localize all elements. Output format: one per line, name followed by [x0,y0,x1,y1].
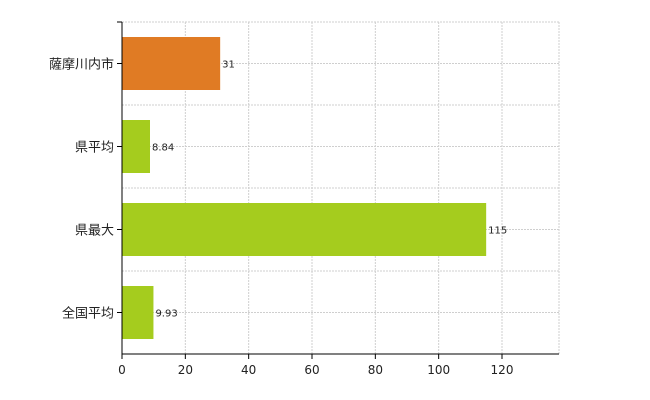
x-tick-label: 120 [491,363,514,377]
axes [117,21,559,359]
bar [122,203,487,256]
category-label: 県平均 [75,141,114,156]
category-label: 全国平均 [62,306,114,322]
bar [122,286,154,339]
category-label: 県最大 [75,224,114,239]
x-tick-label: 80 [368,363,383,377]
x-tick-label: 100 [427,363,450,377]
data-label: 9.93 [155,309,177,320]
x-tick-label: 40 [241,363,256,377]
bars [122,37,487,339]
data-label: 31 [222,60,235,71]
x-tick-label: 20 [178,363,193,377]
labels: 31 薩摩川内市 8.84 県平均 115 県最大 9.93 全国平均 0 20 40 60 80 100… [49,57,513,378]
x-tick-label: 0 [118,363,126,377]
data-label: 8.84 [152,143,174,154]
category-label: 薩摩川内市 [49,57,114,73]
x-tick-label: 60 [304,363,319,377]
data-label: 115 [488,226,507,237]
bar [122,37,221,90]
bar [122,120,150,173]
